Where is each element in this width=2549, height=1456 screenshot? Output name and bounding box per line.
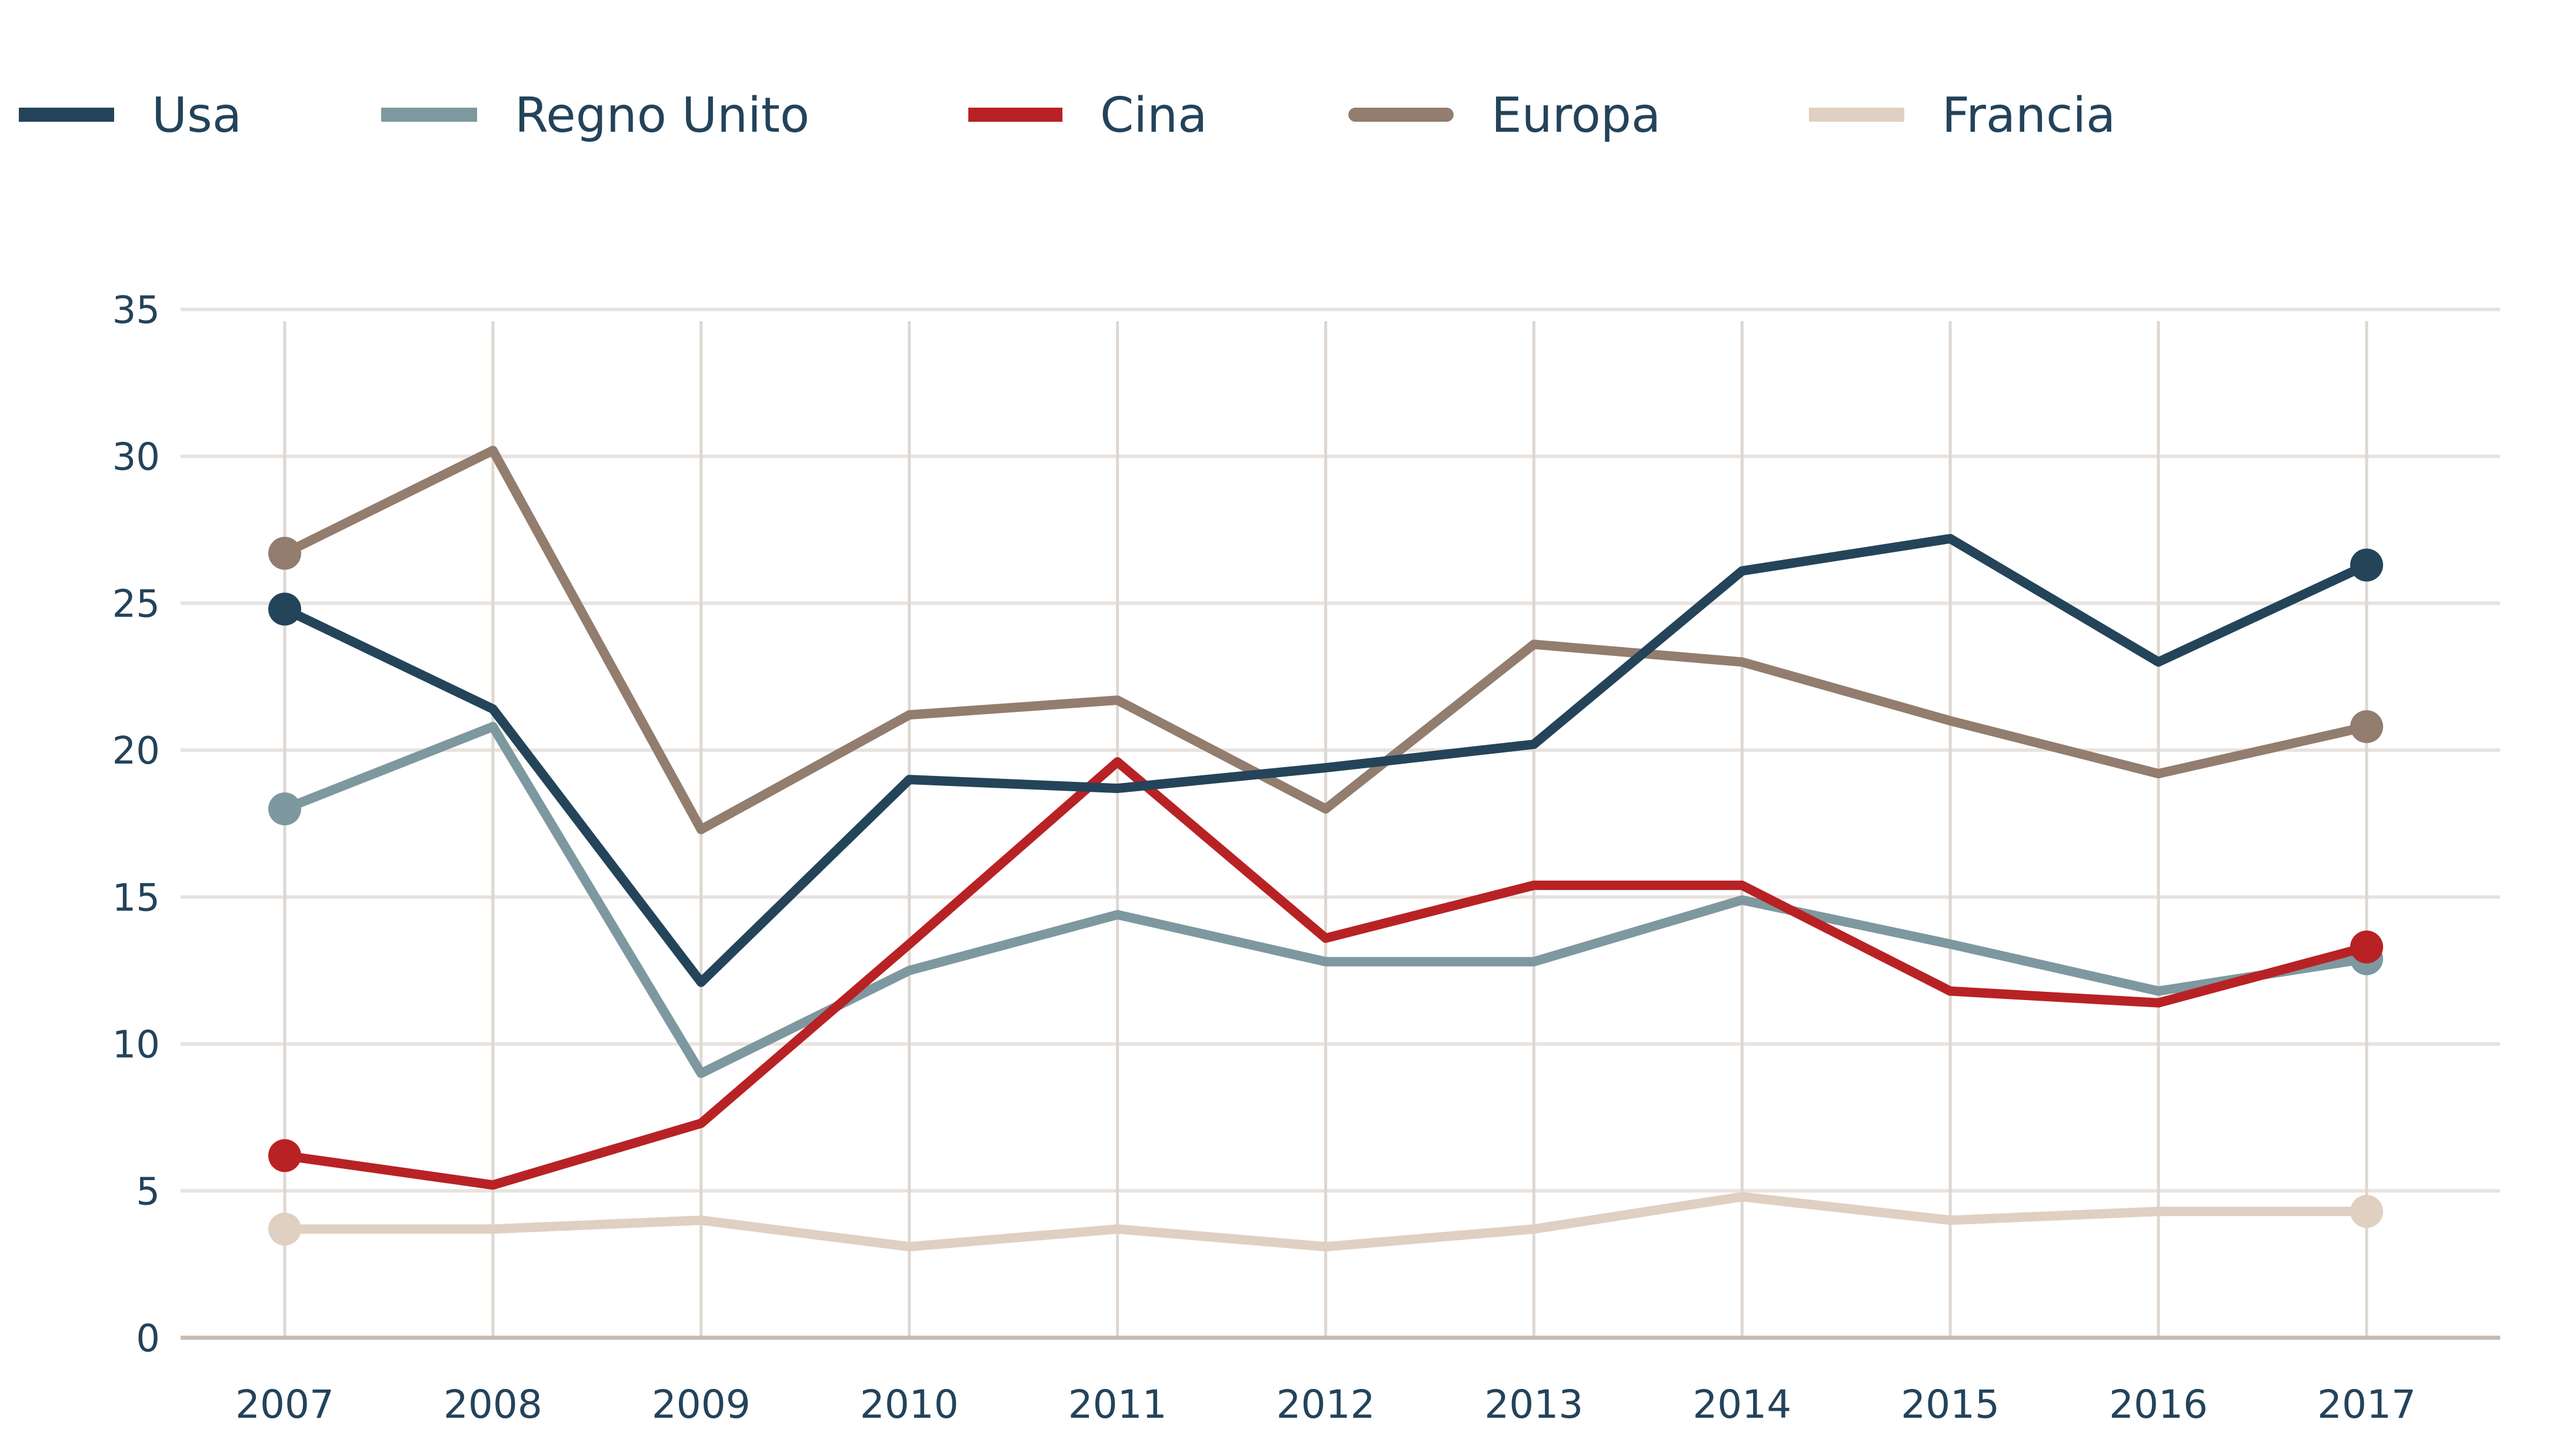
data-point-usa-2007	[268, 592, 301, 626]
legend-item-usa[interactable]: Usa	[19, 88, 242, 144]
y-tick-label: 25	[112, 582, 160, 626]
y-tick-label: 15	[112, 877, 160, 920]
series-cina	[268, 757, 2383, 1190]
data-point-usa-2017	[2350, 548, 2383, 582]
y-tick-label: 5	[136, 1170, 160, 1214]
data-point-francia-2017	[2350, 1195, 2383, 1228]
series-europa	[268, 445, 2383, 834]
grid	[181, 308, 2500, 1338]
series-francia	[268, 1192, 2383, 1252]
legend-label: Regno Unito	[515, 88, 809, 144]
x-tick-label: 2016	[2109, 1382, 2208, 1427]
y-tick-label: 10	[112, 1024, 160, 1067]
series-line-usa	[280, 534, 2371, 987]
x-tick-label: 2009	[652, 1382, 751, 1427]
legend-label: Usa	[152, 88, 242, 144]
series-line-cina	[280, 757, 2371, 1190]
data-point-europa-2017	[2350, 710, 2383, 744]
legend-item-cina[interactable]: Cina	[968, 88, 1207, 144]
legend-item-europa[interactable]: Europa	[1348, 88, 1661, 144]
x-tick-label: 2012	[1277, 1382, 1375, 1427]
y-tick-label: 30	[112, 436, 160, 479]
x-tick-label: 2011	[1068, 1382, 1167, 1427]
series-line-europa	[280, 445, 2371, 834]
x-tick-label: 2010	[860, 1382, 959, 1427]
x-tick-label: 2017	[2317, 1382, 2416, 1427]
series-line-francia	[280, 1192, 2371, 1252]
x-tick-label: 2008	[444, 1382, 542, 1427]
y-tick-label: 20	[112, 729, 160, 773]
y-axis: 0 5 10 15 20 25 30 35	[112, 289, 160, 1361]
x-tick-label: 2007	[235, 1382, 334, 1427]
x-tick-label: 2013	[1484, 1382, 1583, 1427]
x-axis: 2007 2008 2009 2010 2011 2012 2013 2014 2015 2016…	[181, 1335, 2500, 1427]
legend-label: Francia	[1942, 88, 2115, 144]
legend: Usa Regno Unito Cina Europa Francia	[19, 88, 2115, 144]
legend-item-francia[interactable]: Francia	[1809, 88, 2115, 144]
data-point-cina-2007	[268, 1139, 301, 1172]
data-point-regno-unito-2007	[268, 792, 301, 826]
series-group	[268, 445, 2383, 1252]
data-point-cina-2017	[2350, 930, 2383, 964]
y-tick-label: 0	[136, 1317, 160, 1361]
data-point-europa-2007	[268, 537, 301, 570]
series-usa	[268, 534, 2383, 987]
x-tick-label: 2015	[1901, 1382, 2000, 1427]
legend-label: Europa	[1491, 88, 1661, 144]
series-line-regno-unito	[280, 722, 2371, 1078]
data-point-francia-2007	[268, 1212, 301, 1246]
legend-label: Cina	[1100, 88, 1207, 144]
x-tick-label: 2014	[1692, 1382, 1791, 1427]
legend-item-regno-unito[interactable]: Regno Unito	[381, 88, 809, 144]
y-tick-label: 35	[112, 289, 160, 332]
